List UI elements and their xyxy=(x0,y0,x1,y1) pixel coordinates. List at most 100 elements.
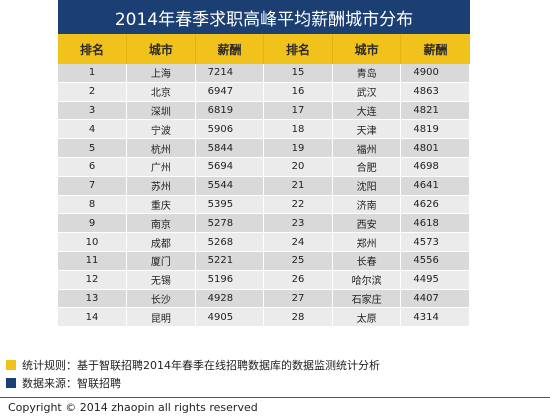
table-row: 12 无锡 5196 26 哈尔滨 4495 xyxy=(58,270,470,290)
rank-cell: 13 xyxy=(58,289,128,309)
salary-cell: 5395 xyxy=(195,195,265,215)
city-cell: 无锡 xyxy=(126,270,196,290)
rank-cell: 25 xyxy=(263,251,333,271)
city-cell: 深圳 xyxy=(126,101,196,121)
rank-cell: 17 xyxy=(263,101,333,121)
city-cell: 厦门 xyxy=(126,251,196,271)
rank-cell: 21 xyxy=(263,176,333,196)
city-cell: 石家庄 xyxy=(332,289,402,309)
city-cell: 福州 xyxy=(332,138,402,158)
city-cell: 杭州 xyxy=(126,138,196,158)
header-city: 城市 xyxy=(332,34,402,64)
note-data-source-text: 数据来源：智联招聘 xyxy=(22,377,121,390)
city-cell: 宁波 xyxy=(126,119,196,140)
salary-cell: 4556 xyxy=(400,251,470,271)
salary-cell: 4900 xyxy=(400,64,470,83)
rank-cell: 1 xyxy=(58,64,128,83)
table-body: 1 上海 7214 15 青岛 4900 2 北京 6947 16 武汉 4863 3 深圳 6819 17 大… xyxy=(58,64,470,328)
rank-cell: 5 xyxy=(58,138,128,158)
footer-divider xyxy=(0,397,550,398)
rank-cell: 6 xyxy=(58,157,128,177)
salary-cell: 4819 xyxy=(400,119,470,140)
table-row: 3 深圳 6819 17 大连 4821 xyxy=(58,101,470,121)
city-cell: 哈尔滨 xyxy=(332,270,402,290)
rank-cell: 28 xyxy=(263,307,333,328)
table-row: 2 北京 6947 16 武汉 4863 xyxy=(58,82,470,102)
city-cell: 郑州 xyxy=(332,232,402,252)
rank-cell: 15 xyxy=(263,64,333,83)
rank-cell: 16 xyxy=(263,82,333,102)
city-cell: 天津 xyxy=(332,119,402,140)
city-cell: 昆明 xyxy=(126,307,196,328)
salary-cell: 4801 xyxy=(400,138,470,158)
rank-cell: 14 xyxy=(58,307,128,328)
city-cell: 济南 xyxy=(332,195,402,215)
note-stat-rule-text: 统计规则：基于智联招聘2014年春季在线招聘数据库的数据监测统计分析 xyxy=(22,359,380,372)
salary-cell: 4641 xyxy=(400,176,470,196)
city-cell: 北京 xyxy=(126,82,196,102)
rank-cell: 9 xyxy=(58,213,128,234)
note-data-source: 数据来源：智联招聘 xyxy=(6,375,121,391)
table-row: 5 杭州 5844 19 福州 4801 xyxy=(58,138,470,158)
header-rank: 排名 xyxy=(263,34,333,64)
salary-cell: 5268 xyxy=(195,232,265,252)
salary-cell: 4698 xyxy=(400,157,470,177)
salary-cell: 4821 xyxy=(400,101,470,121)
table-row: 10 成都 5268 24 郑州 4573 xyxy=(58,232,470,252)
header-rank: 排名 xyxy=(58,34,128,64)
city-cell: 青岛 xyxy=(332,64,402,83)
city-cell: 大连 xyxy=(332,101,402,121)
header-city: 城市 xyxy=(126,34,196,64)
city-cell: 西安 xyxy=(332,213,402,234)
salary-cell: 4928 xyxy=(195,289,265,309)
salary-cell: 4626 xyxy=(400,195,470,215)
rank-cell: 10 xyxy=(58,232,128,252)
rank-cell: 24 xyxy=(263,232,333,252)
city-cell: 长春 xyxy=(332,251,402,271)
copyright-text: Copyright © 2014 zhaopin all rights rese… xyxy=(8,401,258,414)
table-row: 1 上海 7214 15 青岛 4900 xyxy=(58,64,470,83)
city-cell: 沈阳 xyxy=(332,176,402,196)
salary-cell: 5906 xyxy=(195,119,265,140)
salary-cell: 5221 xyxy=(195,251,265,271)
salary-cell: 4863 xyxy=(400,82,470,102)
salary-cell: 4905 xyxy=(195,307,265,328)
salary-table: 排名 城市 薪酬 排名 城市 薪酬 1 上海 7214 15 青岛 4900 2 北京 6947… xyxy=(58,34,470,328)
city-cell: 太原 xyxy=(332,307,402,328)
city-cell: 成都 xyxy=(126,232,196,252)
rank-cell: 22 xyxy=(263,195,333,215)
header-salary: 薪酬 xyxy=(195,34,265,64)
table-row: 4 宁波 5906 18 天津 4819 xyxy=(58,119,470,140)
table-row: 11 厦门 5221 25 长春 4556 xyxy=(58,251,470,271)
salary-cell: 4573 xyxy=(400,232,470,252)
rank-cell: 7 xyxy=(58,176,128,196)
salary-cell: 6819 xyxy=(195,101,265,121)
salary-cell: 5844 xyxy=(195,138,265,158)
table-row: 8 重庆 5395 22 济南 4626 xyxy=(58,195,470,215)
header-salary: 薪酬 xyxy=(400,34,470,64)
table-row: 14 昆明 4905 28 太原 4314 xyxy=(58,307,470,328)
rank-cell: 8 xyxy=(58,195,128,215)
salary-cell: 4407 xyxy=(400,289,470,309)
rank-cell: 27 xyxy=(263,289,333,309)
city-cell: 南京 xyxy=(126,213,196,234)
rank-cell: 20 xyxy=(263,157,333,177)
table-header-row: 排名 城市 薪酬 排名 城市 薪酬 xyxy=(58,34,470,64)
rank-cell: 11 xyxy=(58,251,128,271)
city-cell: 广州 xyxy=(126,157,196,177)
table-row: 9 南京 5278 23 西安 4618 xyxy=(58,213,470,234)
rank-cell: 23 xyxy=(263,213,333,234)
salary-cell: 6947 xyxy=(195,82,265,102)
salary-cell: 5196 xyxy=(195,270,265,290)
blue-square-icon xyxy=(6,378,16,388)
salary-cell: 5544 xyxy=(195,176,265,196)
rank-cell: 19 xyxy=(263,138,333,158)
rank-cell: 12 xyxy=(58,270,128,290)
table-row: 6 广州 5694 20 合肥 4698 xyxy=(58,157,470,177)
city-cell: 上海 xyxy=(126,64,196,83)
city-cell: 重庆 xyxy=(126,195,196,215)
salary-cell: 4618 xyxy=(400,213,470,234)
rank-cell: 18 xyxy=(263,119,333,140)
salary-cell: 4314 xyxy=(400,307,470,328)
city-cell: 苏州 xyxy=(126,176,196,196)
